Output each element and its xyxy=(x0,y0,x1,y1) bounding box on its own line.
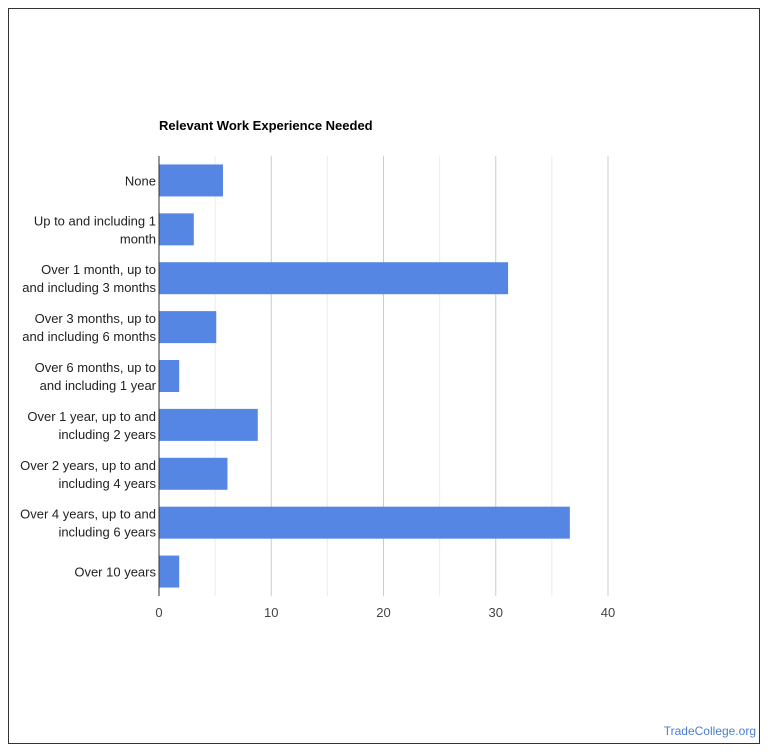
bar xyxy=(159,555,180,588)
category-label: Over 4 years, up to and xyxy=(20,507,156,522)
bar xyxy=(159,213,194,246)
category-label: including 4 years xyxy=(58,476,156,491)
bar xyxy=(159,262,509,295)
bar xyxy=(159,408,258,441)
category-label: and including 6 months xyxy=(22,329,156,344)
category-label: Over 2 years, up to and xyxy=(20,458,156,473)
x-tick-label: 20 xyxy=(376,605,390,620)
category-label: including 2 years xyxy=(58,427,156,442)
category-label: None xyxy=(125,173,156,188)
x-tick-label: 0 xyxy=(155,605,162,620)
category-label: Up to and including 1 xyxy=(34,213,156,228)
bar xyxy=(159,457,228,490)
category-label: Over 1 year, up to and xyxy=(27,409,156,424)
bar xyxy=(159,164,223,197)
category-label: Over 6 months, up to xyxy=(35,360,156,375)
category-label: and including 3 months xyxy=(22,280,156,295)
category-label: including 6 years xyxy=(58,525,156,540)
chart-title: Relevant Work Experience Needed xyxy=(159,118,373,133)
bar xyxy=(159,506,570,539)
category-label: Over 3 months, up to xyxy=(35,311,156,326)
category-label: month xyxy=(120,231,156,246)
x-tick-label: 30 xyxy=(489,605,503,620)
x-tick-label: 40 xyxy=(601,605,615,620)
category-label: Over 1 month, up to xyxy=(41,262,156,277)
category-label: Over 10 years xyxy=(74,565,156,580)
x-tick-label: 10 xyxy=(264,605,278,620)
category-label: and including 1 year xyxy=(40,378,157,393)
bar xyxy=(159,360,180,392)
watermark[interactable]: TradeCollege.org xyxy=(663,724,756,738)
bar xyxy=(159,311,217,344)
